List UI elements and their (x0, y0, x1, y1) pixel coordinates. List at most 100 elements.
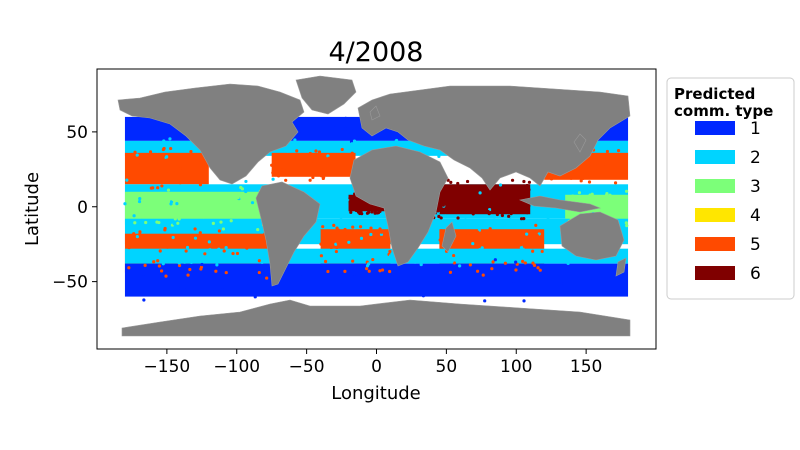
legend-entries: 1 2 3 4 5 6 (695, 119, 761, 284)
point-class-3 (603, 201, 607, 205)
point-class-5 (308, 178, 312, 182)
point-class-5 (490, 267, 494, 271)
point-class-5 (138, 230, 142, 234)
point-class-5 (549, 177, 554, 181)
point-class-3 (612, 214, 617, 218)
point-class-2 (162, 139, 166, 143)
point-class-2 (359, 215, 363, 219)
point-class-6 (348, 200, 352, 204)
point-class-1 (300, 272, 305, 276)
point-class-6 (449, 180, 453, 184)
point-class-2 (618, 255, 623, 259)
land-eurasia (357, 85, 631, 191)
point-class-5 (198, 231, 202, 235)
point-class-5 (180, 180, 184, 184)
point-class-6 (481, 202, 485, 206)
point-class-5 (616, 149, 621, 153)
point-class-2 (388, 254, 393, 258)
point-class-5 (522, 244, 526, 248)
point-class-2 (419, 249, 424, 253)
point-class-1 (493, 258, 497, 262)
point-class-6 (366, 207, 370, 212)
point-class-5 (380, 268, 385, 272)
point-class-5 (199, 267, 203, 271)
point-class-1 (343, 127, 348, 131)
point-class-5 (523, 261, 527, 265)
point-class-6 (495, 197, 499, 201)
legend-title-line-2: comm. type (674, 102, 773, 120)
point-class-5 (535, 233, 539, 238)
legend-swatch-5 (695, 237, 735, 251)
point-class-5 (569, 176, 573, 180)
point-class-5 (343, 227, 347, 232)
x-axis: −150 −100 −50 0 50 100 150 (144, 349, 602, 377)
point-class-1 (347, 135, 351, 139)
point-class-5 (329, 245, 333, 250)
point-class-2 (175, 201, 179, 206)
point-class-6 (456, 181, 460, 186)
point-class-5 (385, 242, 389, 246)
point-class-2 (155, 149, 159, 153)
point-class-5 (308, 151, 312, 156)
point-class-2 (185, 245, 190, 250)
x-tick-label: 0 (371, 357, 382, 377)
point-class-2 (610, 259, 614, 263)
point-class-5 (165, 245, 170, 249)
point-class-3 (614, 196, 618, 200)
point-class-2 (374, 254, 379, 258)
point-class-5 (531, 249, 535, 253)
point-class-5 (332, 223, 336, 227)
point-class-1 (352, 272, 356, 276)
point-class-5 (300, 155, 304, 159)
point-class-3 (611, 211, 615, 216)
point-class-2 (359, 236, 364, 240)
point-class-5 (162, 146, 166, 151)
point-class-2 (478, 248, 482, 252)
point-class-2 (130, 221, 134, 225)
point-class-6 (349, 195, 353, 199)
point-class-5 (284, 178, 288, 182)
point-class-2 (546, 218, 550, 222)
point-class-5 (198, 183, 203, 187)
x-tick-label: −50 (289, 357, 325, 377)
point-class-5 (563, 173, 567, 177)
point-class-1 (147, 130, 151, 134)
point-class-5 (378, 269, 382, 273)
point-class-5 (476, 230, 480, 234)
point-class-5 (336, 241, 340, 246)
plot-area (97, 69, 656, 349)
point-class-6 (525, 183, 529, 188)
point-class-5 (222, 249, 226, 253)
point-class-1 (360, 135, 364, 139)
point-class-2 (450, 259, 454, 264)
point-class-5 (491, 260, 495, 264)
point-class-5 (531, 261, 535, 265)
point-class-2 (350, 142, 354, 146)
point-class-6 (512, 190, 516, 194)
point-class-5 (609, 167, 614, 172)
point-class-2 (476, 253, 480, 257)
point-class-5 (533, 234, 537, 238)
point-class-3 (144, 220, 148, 225)
point-class-2 (609, 186, 613, 190)
point-class-5 (193, 243, 197, 247)
point-class-2 (504, 219, 508, 223)
land-greenland (295, 75, 357, 115)
point-class-6 (492, 190, 496, 195)
point-class-1 (452, 275, 456, 279)
point-class-5 (203, 252, 207, 256)
point-class-3 (211, 221, 215, 225)
point-class-6 (482, 206, 486, 210)
point-class-3 (176, 221, 180, 225)
point-class-5 (279, 163, 283, 167)
point-class-2 (208, 186, 213, 190)
point-class-6 (465, 179, 470, 184)
point-class-2 (419, 262, 423, 267)
point-class-2 (367, 262, 371, 266)
point-class-5 (257, 259, 261, 263)
point-class-1 (141, 272, 145, 276)
point-class-2 (511, 222, 515, 226)
point-class-2 (135, 153, 139, 157)
point-class-5 (379, 230, 384, 234)
point-class-2 (339, 215, 343, 220)
